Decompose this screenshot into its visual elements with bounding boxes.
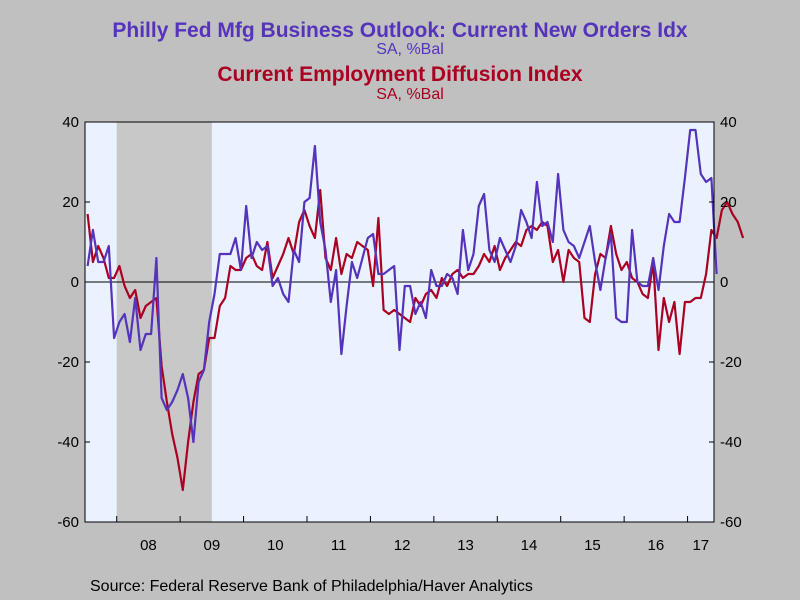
y-tick-label-left: 0 bbox=[71, 274, 79, 291]
x-tick-label: 09 bbox=[204, 537, 221, 554]
x-tick-label: 14 bbox=[521, 537, 538, 554]
axes: 40 40 20 20 0 0 -20 -20 -40 -40 -60 -60 08 09 10 11 12 13… bbox=[57, 114, 741, 554]
recession-band bbox=[116, 122, 212, 522]
chart-subtitle-2: SA, %Bal bbox=[376, 86, 444, 103]
y-tick-label-left: -60 bbox=[57, 514, 79, 531]
y-tick-label-left: 20 bbox=[62, 194, 79, 211]
series-line-current-new-orders-idx bbox=[86, 128, 718, 444]
series-line-current-employment-diffusion-index bbox=[86, 188, 745, 492]
x-tick-label: 17 bbox=[692, 537, 709, 554]
x-tick-label: 11 bbox=[331, 537, 347, 554]
x-tick-label: 16 bbox=[648, 537, 665, 554]
chart-title-2: Current Employment Diffusion Index bbox=[217, 63, 583, 86]
chart-subtitle: SA, %Bal bbox=[376, 41, 444, 58]
y-tick-label-right: 40 bbox=[720, 114, 737, 131]
y-tick-label-right: 20 bbox=[720, 194, 737, 211]
y-tick-label-right: -20 bbox=[720, 354, 742, 371]
y-tick-label-left: -20 bbox=[57, 354, 79, 371]
x-tick-label: 10 bbox=[267, 537, 284, 554]
y-tick-label-left: -40 bbox=[57, 434, 79, 451]
x-tick-label: 13 bbox=[457, 537, 474, 554]
chart-title: Philly Fed Mfg Business Outlook: Current… bbox=[112, 19, 688, 42]
plot-frame bbox=[84, 121, 715, 523]
y-tick-label-left: 40 bbox=[62, 114, 79, 131]
x-tick-label: 08 bbox=[140, 537, 157, 554]
x-tick-label: 15 bbox=[584, 537, 601, 554]
y-tick-label-right: -40 bbox=[720, 434, 742, 451]
source-note: Source: Federal Reserve Bank of Philadel… bbox=[90, 578, 533, 595]
y-tick-label-right: 0 bbox=[720, 274, 728, 291]
x-tick-label: 12 bbox=[394, 537, 411, 554]
series-group bbox=[86, 128, 745, 492]
y-tick-label-right: -60 bbox=[720, 514, 742, 531]
